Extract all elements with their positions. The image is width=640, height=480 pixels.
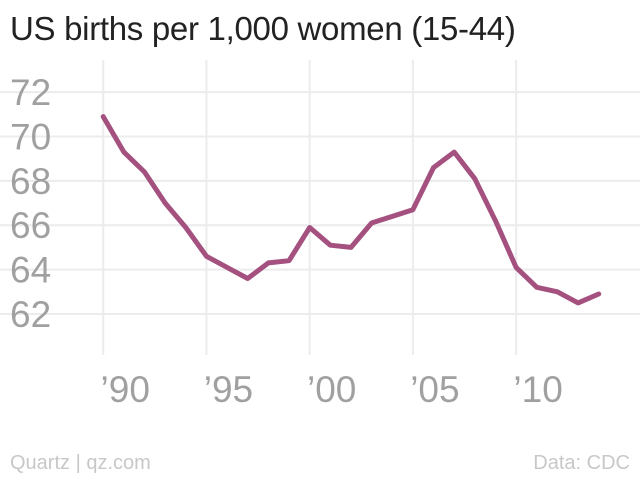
x-tick-label: ’10: [513, 369, 562, 410]
y-tick-label: 68: [10, 161, 51, 202]
y-tick-label: 62: [10, 294, 51, 335]
x-tick-label: ’00: [307, 369, 356, 410]
x-tick-label: ’95: [204, 369, 253, 410]
x-tick-label: ’05: [410, 369, 459, 410]
source-credit: Quartz | qz.com: [10, 452, 151, 474]
chart-title: US births per 1,000 women (15-44): [10, 10, 516, 47]
data-source: Data: CDC: [533, 452, 630, 474]
births-rate-line: [100, 114, 602, 306]
x-tick-label: ’90: [101, 369, 150, 410]
y-tick-label: 70: [10, 117, 51, 158]
y-tick-label: 72: [10, 72, 51, 113]
y-tick-label: 64: [10, 250, 51, 291]
y-tick-label: 66: [10, 205, 51, 246]
